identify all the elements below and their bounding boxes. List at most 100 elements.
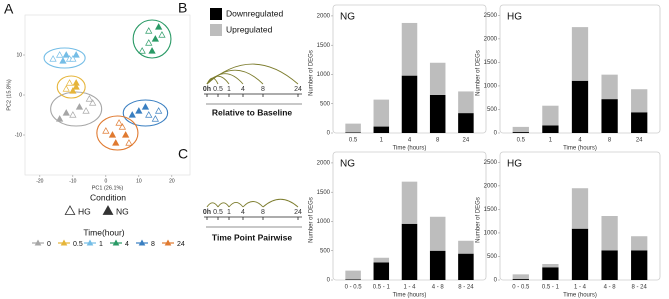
- x-tick-label: -20: [36, 178, 43, 184]
- bar-segment: [542, 105, 559, 126]
- legend-label: 0.5: [73, 241, 83, 248]
- timepoint-label: 4: [241, 209, 245, 216]
- bar-segment: [429, 94, 446, 133]
- y-tick-label: 0: [327, 131, 331, 137]
- panel-label: A: [4, 1, 14, 17]
- timepoint-label: 1: [227, 209, 231, 216]
- y-tick-label: 1000: [484, 84, 498, 90]
- legend-marker: [86, 239, 94, 246]
- bar-segment: [571, 80, 589, 133]
- x-tick-label: 1 - 4: [574, 285, 587, 291]
- x-tick-label: 8 - 24: [458, 285, 474, 291]
- timepoint-label: 24: [294, 209, 302, 216]
- group-ellipse: [50, 91, 103, 127]
- bar-segment: [429, 216, 446, 251]
- point: [56, 115, 64, 122]
- timepoint-label: 1: [227, 86, 231, 93]
- bar-segment: [571, 188, 589, 229]
- bar-segment: [631, 250, 648, 280]
- legend-marker: [112, 239, 120, 246]
- bar-segment: [601, 250, 618, 280]
- bar-segment: [373, 99, 390, 127]
- panel-label: B: [178, 0, 187, 16]
- y-tick-label: 1500: [317, 43, 331, 49]
- x-tick-label: -10: [69, 178, 76, 184]
- bar-segment: [512, 274, 529, 280]
- y-tick-label: 0: [494, 278, 498, 284]
- point: [151, 35, 159, 42]
- timepoint-label: 0.5: [213, 86, 223, 93]
- legend-swatch: [210, 8, 222, 20]
- timepoint-label: 4: [241, 86, 245, 93]
- y-tick-label: 1500: [484, 60, 498, 66]
- x-tick-label: 8: [436, 138, 440, 144]
- y-tick-label: 0: [19, 92, 22, 98]
- legend-marker: [138, 239, 146, 246]
- point: [62, 109, 70, 116]
- x-tick-label: 0.5 - 1: [373, 285, 391, 291]
- y-tick-label: 10: [16, 52, 22, 58]
- arc: [262, 198, 299, 208]
- timepoint-label: 24: [294, 86, 302, 93]
- x-tick-label: 24: [636, 138, 643, 144]
- point: [69, 55, 77, 62]
- legend-label: HG: [78, 206, 91, 216]
- bar-segment: [631, 236, 648, 251]
- y-tick-label: 1000: [317, 219, 331, 225]
- x-tick-label: 10: [136, 178, 142, 184]
- arc: [206, 202, 219, 208]
- y-tick-label: 500: [320, 101, 331, 107]
- y-tick-label: -10: [15, 132, 22, 138]
- y-axis-label: PC2 (15.8%): [6, 79, 12, 111]
- y-tick-label: 1000: [484, 231, 498, 237]
- chart-title: NG: [340, 159, 355, 170]
- x-tick-label: 4: [578, 138, 582, 144]
- bar-segment: [458, 91, 474, 114]
- point: [148, 47, 156, 54]
- point: [49, 55, 57, 62]
- legend-title: Condition: [90, 192, 126, 202]
- y-tick-label: 2500: [484, 13, 498, 19]
- diagram-caption: Time Point Pairwise: [212, 232, 292, 242]
- bar-segment: [542, 267, 559, 280]
- legend-label: 0: [47, 241, 51, 248]
- bar-segment: [373, 262, 390, 280]
- bar-segment: [542, 125, 559, 133]
- point: [151, 115, 159, 122]
- y-axis-label: Number of DEGs: [309, 50, 315, 96]
- y-tick-label: 2000: [484, 36, 498, 42]
- bar-segment: [401, 223, 418, 280]
- chart-title: HG: [507, 12, 522, 23]
- chart-title: NG: [340, 12, 355, 23]
- timepoint-label: 0h: [203, 209, 211, 216]
- legend-marker: [64, 205, 76, 215]
- x-tick-label: 0: [104, 178, 107, 184]
- y-axis-label: Number of DEGs: [309, 197, 315, 243]
- bar-segment: [458, 240, 474, 254]
- point: [108, 131, 117, 138]
- x-axis-label: Time (hours): [393, 293, 427, 299]
- x-axis-label: Time (hours): [563, 146, 597, 152]
- y-tick-label: 500: [487, 107, 498, 113]
- y-tick-label: 2000: [484, 183, 498, 189]
- y-tick-label: 2500: [484, 160, 498, 166]
- y-tick-label: 2000: [317, 161, 331, 167]
- bar-segment: [631, 112, 648, 133]
- plot-frame: [24, 14, 191, 176]
- legend-label: Downregulated: [226, 8, 283, 18]
- point: [59, 57, 67, 64]
- x-tick-label: 24: [463, 138, 470, 144]
- diagram-caption: Relative to Baseline: [212, 107, 293, 117]
- point: [85, 95, 93, 102]
- bar-segment: [345, 270, 361, 280]
- bar-segment: [631, 89, 648, 113]
- arc: [206, 63, 299, 85]
- bar-segment: [401, 22, 418, 76]
- point: [112, 139, 120, 146]
- point: [141, 103, 150, 110]
- legend-label: 1: [99, 241, 103, 248]
- bar-segment: [429, 250, 446, 280]
- bar-segment: [571, 27, 589, 81]
- bar-segment: [401, 181, 418, 224]
- bar-segment: [601, 74, 618, 100]
